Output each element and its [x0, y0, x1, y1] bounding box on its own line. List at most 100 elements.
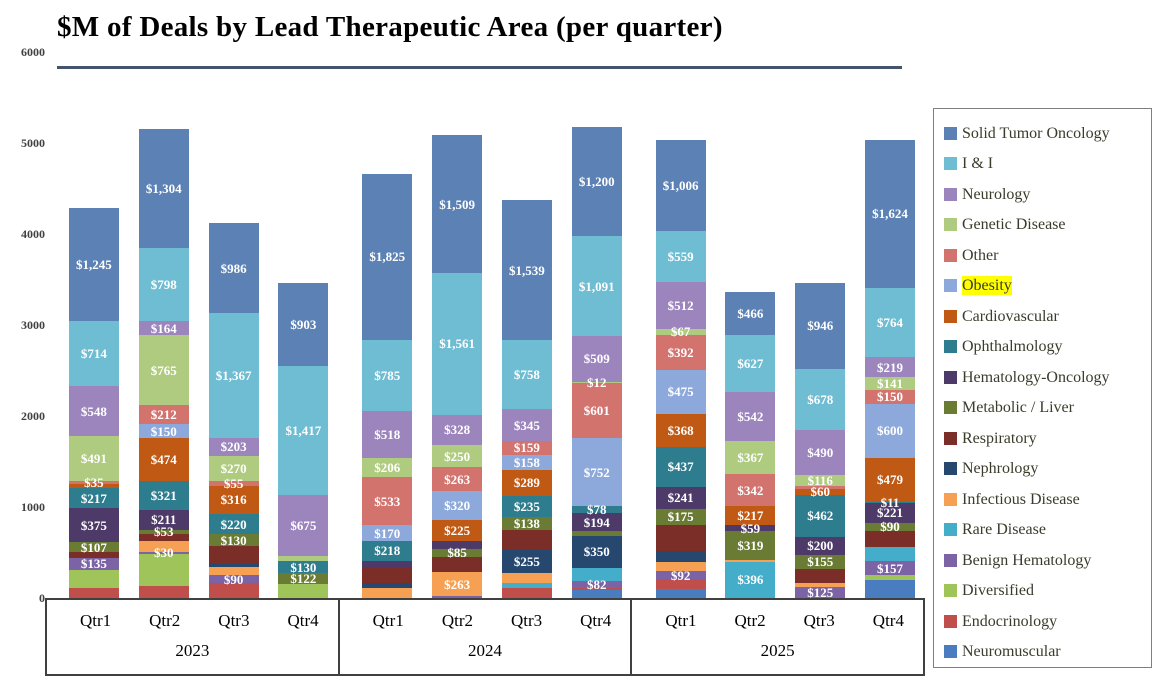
segment-value-label: $82 [586, 576, 607, 592]
legend-item: Infectious Disease [944, 484, 1151, 515]
bar-segment: $159 [501, 440, 552, 456]
bar-segment: $798 [138, 247, 189, 321]
bar-2024-Qtr3: $1,539 $758 $345 $159 $158 $289 $235 $138 $255 [501, 52, 552, 598]
bar-segment [571, 588, 622, 590]
segment-value-label: $289 [513, 475, 540, 491]
bar-segment [571, 530, 622, 536]
segment-value-label: $765 [150, 362, 177, 378]
bar-segment: $59 [725, 522, 776, 535]
bar-segment [655, 551, 706, 562]
legend-swatch [944, 584, 957, 598]
legend-swatch [944, 309, 957, 323]
segment-value-label: $92 [670, 567, 691, 583]
legend-item: Diversified [944, 576, 1151, 607]
segment-value-label: $491 [80, 450, 107, 466]
legend-item: Neuromuscular [944, 637, 1151, 668]
quarter-label: Qtr2 [734, 611, 766, 630]
bar-segment: $321 [138, 481, 189, 511]
bar-segment: $138 [501, 517, 552, 530]
segment-value-label: $55 [223, 475, 244, 491]
segment-value-label: $321 [150, 488, 177, 504]
legend-label: Endocrinology [962, 612, 1058, 630]
bar-segment: $1,417 [278, 365, 329, 495]
legend-label: Respiratory [962, 429, 1037, 447]
bar-segment: $217 [68, 488, 119, 509]
bar-segment: $764 [865, 287, 916, 358]
bar-segment: $221 [865, 502, 916, 523]
segment-value-label: $85 [447, 545, 467, 561]
bar-2025-Qtr2: $466 $627 $542 $367 $342 $217 $59 $319 $396 [725, 52, 776, 598]
bar-segment [571, 589, 622, 598]
bar-segment [208, 546, 259, 565]
x-axis-table: Qtr1 Qtr2 Qtr3 Qtr4 2023 Qtr1 Qtr2 Qtr3 Qtr4 2024… [45, 598, 925, 676]
quarter-label: Qtr2 [149, 611, 181, 630]
segment-value-label: $225 [444, 523, 471, 539]
bar-segment: $1,200 [571, 127, 622, 237]
bar-segment [278, 555, 329, 562]
legend-swatch [944, 187, 957, 201]
bar-segment [68, 483, 119, 489]
bar-segment [655, 561, 706, 571]
quarter-row: Qtr1 Qtr2 Qtr3 Qtr4 [340, 611, 631, 631]
segment-value-label: $130 [290, 559, 317, 575]
bar-segment: $241 [655, 486, 706, 509]
bar-2024-Qtr2: $1,509 $1,561 $328 $250 $263 $320 $225 $85 $263 [432, 52, 483, 598]
bar-segment: $548 [68, 386, 119, 437]
segment-value-label: $206 [374, 460, 401, 476]
bar-segment: $220 [208, 514, 259, 535]
bar-segment [138, 540, 189, 552]
bar-2023-Qtr1: $1,245 $714 $548 $491 $35 $217 $375 $107 $135 [68, 52, 119, 598]
bar-segment [432, 540, 483, 550]
bar-segment: $1,509 [432, 135, 483, 273]
legend-item: Nephrology [944, 454, 1151, 485]
segment-value-label: $150 [150, 423, 177, 439]
segment-value-label: $367 [737, 450, 764, 466]
segment-value-label: $1,417 [285, 422, 322, 438]
bar-segment: $474 [138, 438, 189, 482]
bar-segment: $714 [68, 321, 119, 387]
bar-segment: $270 [208, 456, 259, 481]
segment-value-label: $490 [807, 445, 834, 461]
bar-segment: $678 [795, 368, 846, 431]
legend-label: Cardiovascular [962, 307, 1059, 325]
segment-value-label: $600 [877, 423, 904, 439]
segment-value-label: $235 [513, 499, 540, 515]
legend-swatch [944, 370, 957, 384]
bar-segment: $350 [571, 535, 622, 568]
bar-2023-Qtr3: $986 $1,367 $203 $270 $55 $316 $220 $130 $90 [208, 52, 259, 598]
segment-value-label: $350 [583, 544, 610, 560]
segment-value-label: $533 [374, 493, 401, 509]
bar-segment [362, 588, 413, 598]
segment-value-label: $627 [737, 355, 764, 371]
bar-segment: $116 [795, 474, 846, 487]
bar-segment: $437 [655, 447, 706, 487]
bar-segment: $263 [432, 467, 483, 492]
bar-segment: $375 [68, 508, 119, 543]
bar-segment: $1,091 [571, 236, 622, 336]
bar-2024-Qtr1: $1,825 $785 $518 $206 $533 $170 $218 [362, 52, 413, 598]
segment-value-label: $1,367 [215, 367, 252, 383]
bar-segment: $328 [432, 414, 483, 445]
quarter-label: Qtr3 [803, 611, 835, 630]
quarter-label: Qtr3 [218, 611, 250, 630]
segment-value-label: $221 [877, 505, 904, 521]
bar-2023-Qtr2: $1,304 $798 $164 $765 $212 $150 $474 $321 $211 $5… [138, 52, 189, 598]
bar-segment: $135 [68, 557, 119, 570]
quarter-label: Qtr2 [441, 611, 473, 630]
segment-value-label: $263 [444, 471, 471, 487]
bar-segment: $206 [362, 458, 413, 477]
bar-segment: $1,367 [208, 313, 259, 438]
legend-item: Genetic Disease [944, 210, 1151, 241]
bar-segment [865, 547, 916, 561]
bar-segment: $11 [865, 496, 916, 509]
segment-value-label: $903 [290, 317, 317, 333]
segment-value-label: $342 [737, 482, 764, 498]
bar-group-2023: $1,245 $714 $548 $491 $35 $217 $375 $107 $135 $1,… [45, 52, 338, 598]
bar-segment: $170 [362, 525, 413, 541]
segment-value-label: $475 [667, 384, 694, 400]
segment-value-label: $217 [80, 490, 107, 506]
bar-segment: $479 [865, 458, 916, 502]
bar-segment: $12 [571, 376, 622, 389]
segment-value-label: $601 [583, 402, 610, 418]
bar-segment: $150 [138, 423, 189, 439]
